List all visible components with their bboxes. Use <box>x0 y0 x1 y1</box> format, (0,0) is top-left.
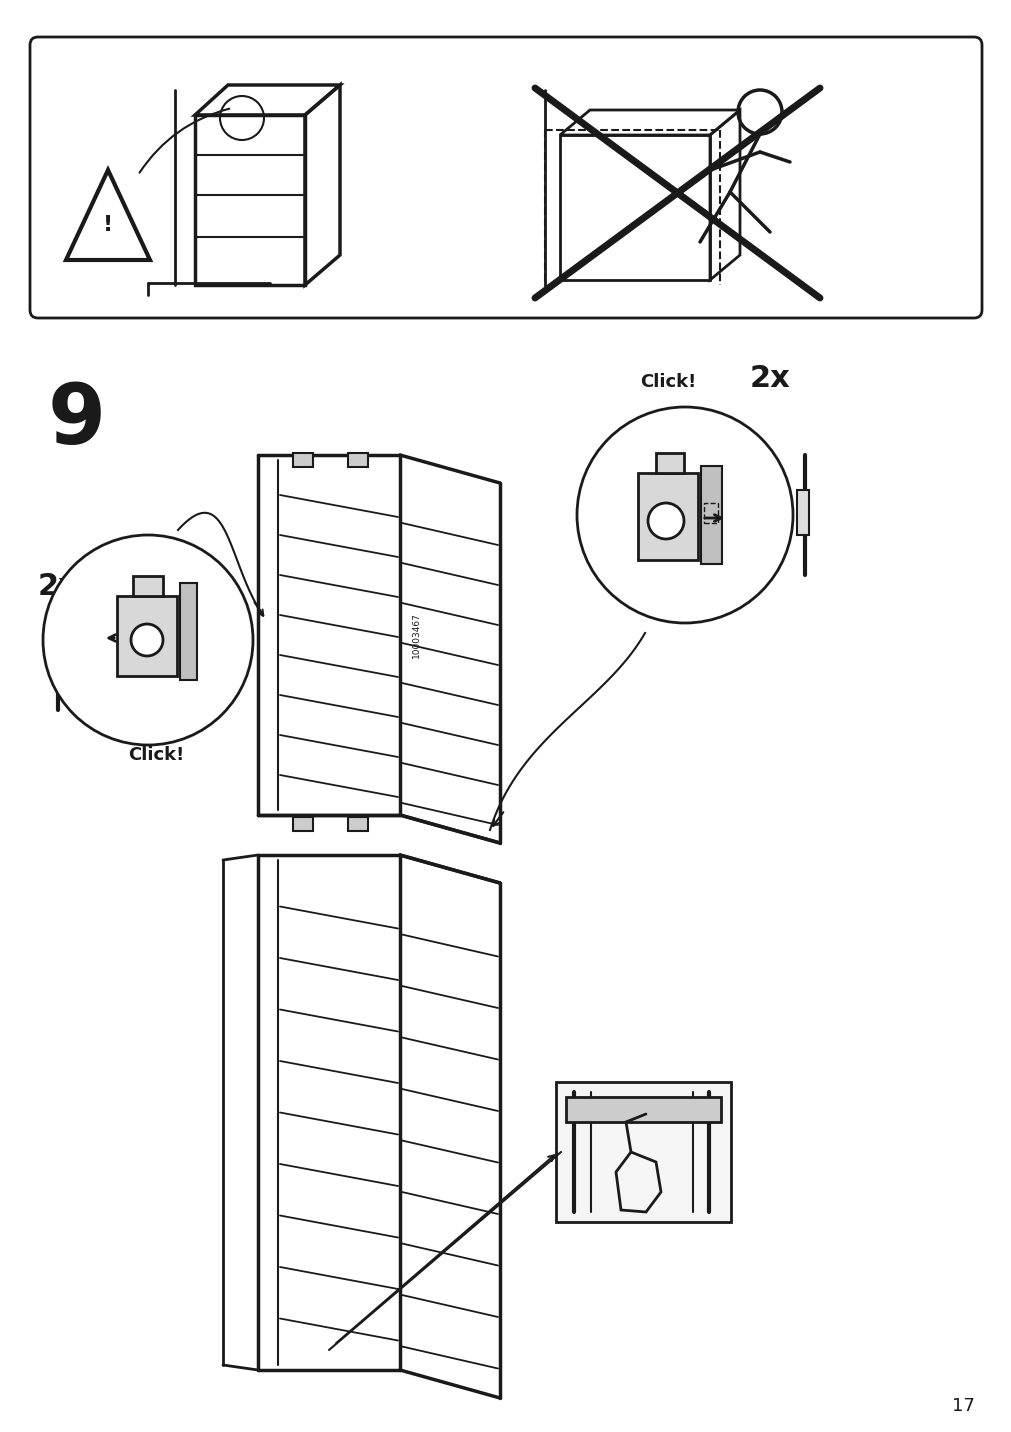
Bar <box>293 818 312 831</box>
Polygon shape <box>565 1097 720 1123</box>
Text: 17: 17 <box>951 1398 974 1415</box>
Text: 2x: 2x <box>749 364 790 392</box>
Circle shape <box>576 407 793 623</box>
Circle shape <box>130 624 163 656</box>
Text: 2x: 2x <box>38 571 79 601</box>
Polygon shape <box>637 473 698 560</box>
Text: Click!: Click! <box>639 372 696 391</box>
Polygon shape <box>701 465 721 564</box>
Polygon shape <box>132 576 163 596</box>
Bar <box>348 818 368 831</box>
Text: 9: 9 <box>48 379 106 461</box>
Bar <box>293 453 312 467</box>
FancyBboxPatch shape <box>30 37 981 318</box>
Text: 10003467: 10003467 <box>411 611 421 657</box>
Bar <box>348 453 368 467</box>
Bar <box>704 503 717 523</box>
Polygon shape <box>180 583 197 680</box>
Bar <box>797 490 808 536</box>
Circle shape <box>42 536 253 745</box>
Text: Click!: Click! <box>127 746 184 765</box>
Polygon shape <box>117 596 177 676</box>
Polygon shape <box>555 1083 730 1221</box>
Polygon shape <box>655 453 683 473</box>
Text: !: ! <box>103 215 113 235</box>
Circle shape <box>647 503 683 538</box>
